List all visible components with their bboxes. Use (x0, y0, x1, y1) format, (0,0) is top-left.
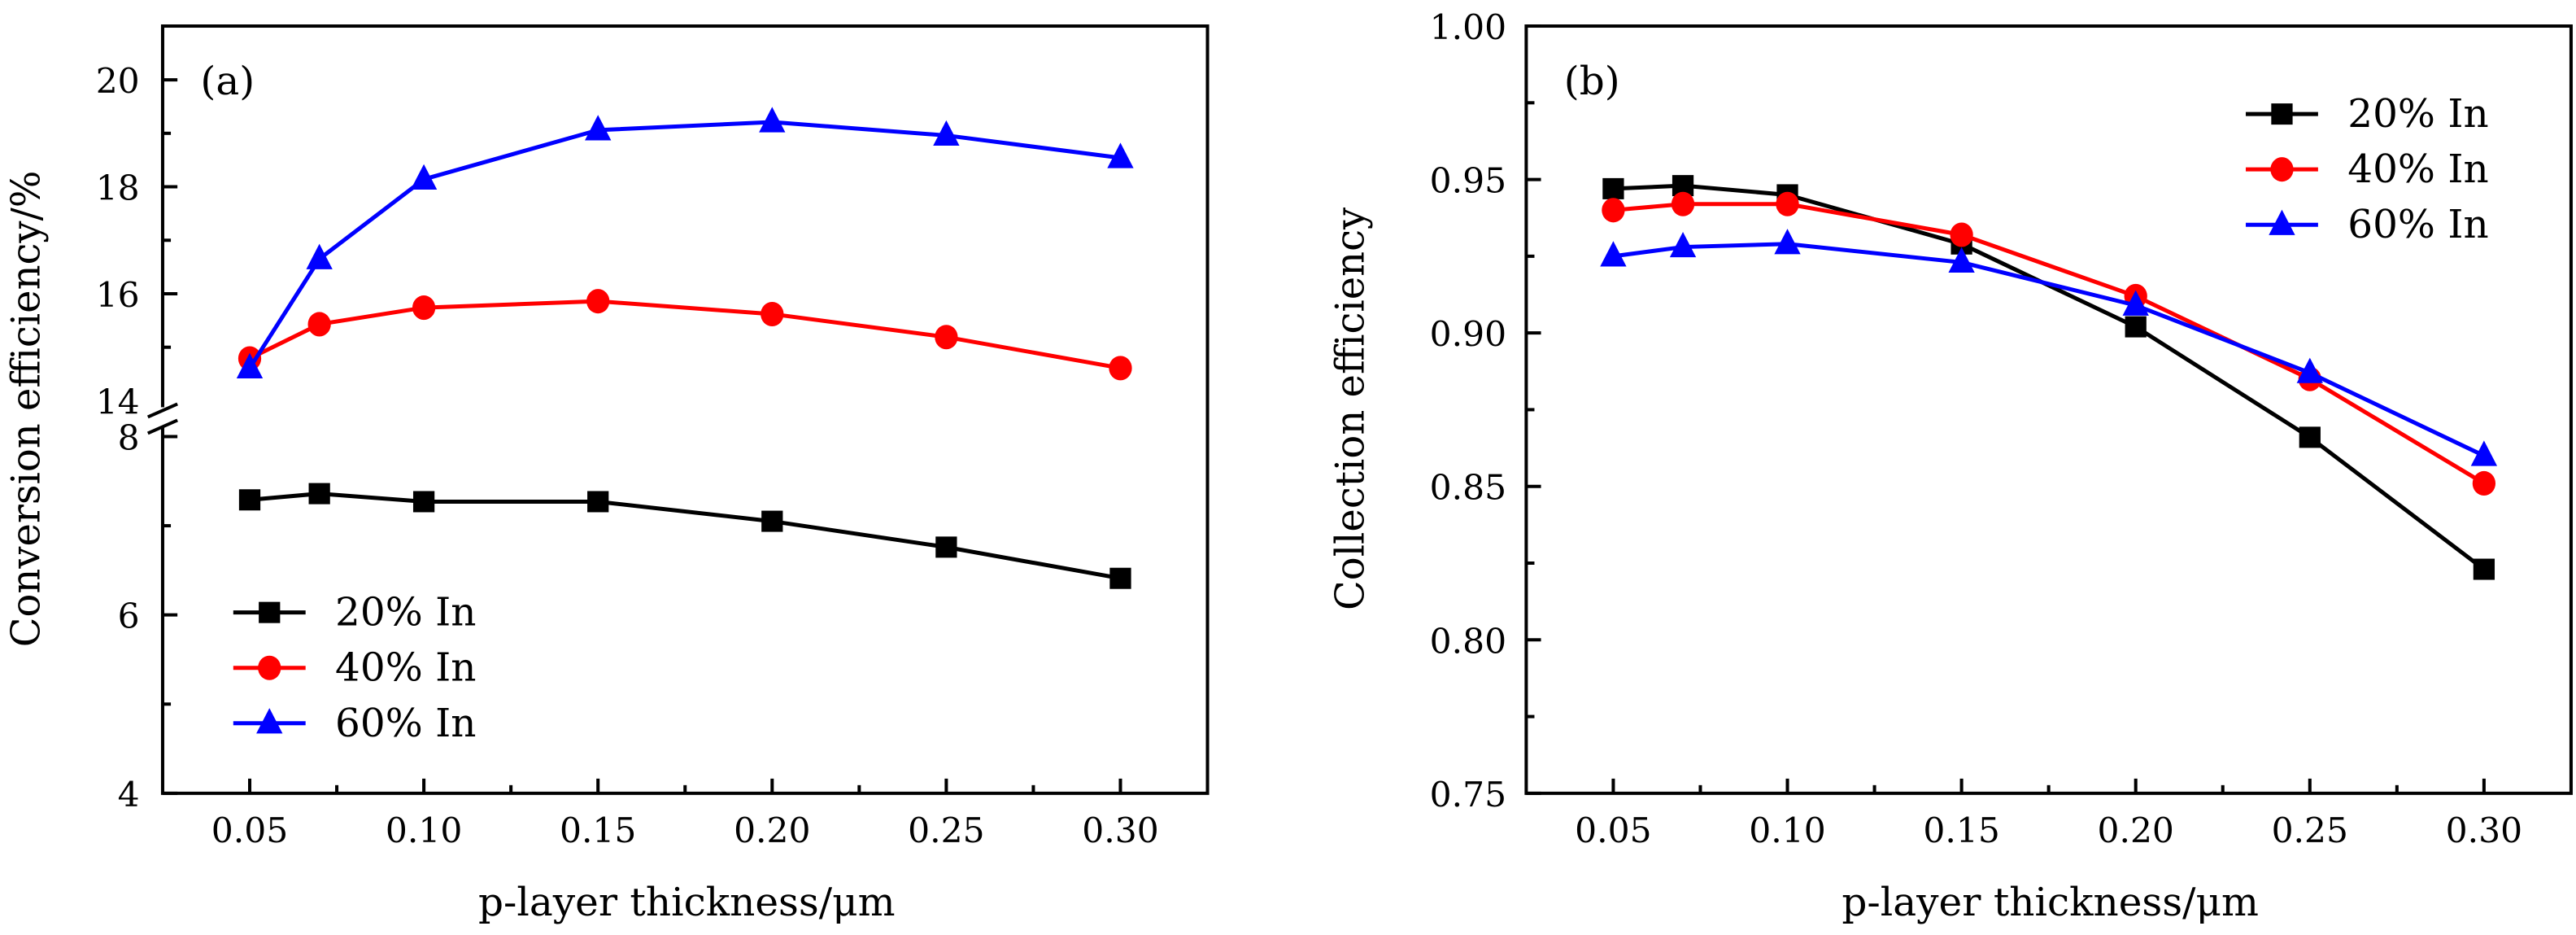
y-tick-label-a: 6 (118, 596, 140, 636)
data-point-square-a (587, 491, 609, 513)
axis-break-mark (146, 418, 178, 435)
x-axis-title-a: p-layer thickness/μm (478, 880, 896, 925)
y-tick-label-a: 18 (96, 168, 140, 208)
legend-marker-circle (258, 655, 281, 680)
data-point-triangle-b (1948, 247, 1975, 273)
axis-ticks-b: 0.05 0.10 0.15 0.20 0.25 0.30 0.75 0.80 0.85 0.90… (1430, 7, 2522, 850)
data-point-triangle-a (306, 243, 333, 269)
plot-frame-a (160, 24, 1210, 795)
data-point-circle-a (1109, 356, 1132, 381)
series-line-60-in-a (247, 120, 1121, 369)
legend-marker-square (259, 601, 281, 623)
data-point-circle-b (1671, 191, 1695, 216)
series-line-40-in-a (248, 299, 1121, 370)
data-point-triangle-b (2470, 440, 2498, 466)
x-tick-label-a: 0.20 (734, 810, 810, 850)
legend-b: 20% In 40% In 60% In (2246, 91, 2489, 247)
panel-label-a: (a) (200, 59, 255, 104)
y-tick-label-a: 4 (118, 775, 140, 815)
data-point-square-a (1109, 567, 1131, 589)
x-tick-label-a: 0.10 (386, 810, 462, 850)
series-line-20-in-a (249, 492, 1121, 581)
x-tick-label-a: 0.30 (1082, 810, 1158, 850)
legend-a: 20% In 40% In 60% In (233, 590, 477, 746)
y-tick-label-a: 8 (118, 418, 140, 458)
y-tick-label-a: 20 (96, 61, 140, 101)
data-point-circle-a (935, 325, 958, 350)
x-axis-title-b: p-layer thickness/μm (1842, 880, 2259, 925)
data-point-triangle-b (2296, 357, 2323, 383)
data-point-square-a (761, 510, 783, 532)
legend-marker-circle (2270, 157, 2294, 182)
data-point-circle-a (586, 289, 610, 314)
data-point-triangle-b (1669, 231, 1697, 258)
data-point-triangle-b (1774, 229, 1801, 255)
data-point-triangle-a (933, 120, 960, 146)
data-point-circle-b (2472, 470, 2496, 496)
axis-break-a (146, 402, 178, 435)
panel-label-b: (b) (1564, 59, 1620, 104)
series-group-a (236, 107, 1134, 589)
legend-marker-square (2271, 103, 2293, 125)
legend-marker-triangle (256, 708, 283, 734)
data-point-square-a (238, 489, 261, 511)
y-tick-label-b: 0.90 (1430, 314, 1506, 354)
y-tick-label-a: 16 (96, 275, 140, 315)
legend-label: 60% In (2347, 202, 2488, 247)
data-point-square-b (2299, 426, 2321, 448)
data-point-triangle-a (236, 352, 264, 378)
axis-ticks-a: 0.05 0.10 0.15 0.20 0.25 0.30 4 6 814 16 18 20 (96, 61, 1159, 850)
x-tick-label-a: 0.05 (211, 810, 288, 850)
x-tick-label-b: 0.05 (1575, 810, 1651, 850)
data-point-circle-a (412, 295, 436, 321)
legend-label: 40% In (2347, 146, 2488, 192)
data-point-circle-a (307, 312, 331, 337)
x-tick-label-b: 0.15 (1923, 810, 1999, 850)
data-point-circle-b (1950, 222, 1973, 247)
legend-label: 40% In (335, 645, 476, 691)
data-point-triangle-b (1600, 241, 1627, 267)
data-point-circle-b (1776, 191, 1799, 216)
data-point-triangle-a (1107, 142, 1134, 168)
y-tick-label-b: 0.75 (1430, 775, 1506, 815)
data-point-square-b (2473, 558, 2495, 580)
legend-label: 20% In (2347, 91, 2488, 137)
data-point-triangle-a (585, 115, 612, 141)
x-tick-label-a: 0.15 (560, 810, 636, 850)
y-tick-label-b: 1.00 (1430, 7, 1506, 47)
data-point-square-a (935, 536, 957, 558)
data-point-square-b (1602, 177, 1624, 199)
y-tick-label-b: 0.85 (1430, 468, 1506, 508)
y-tick-label-b: 0.95 (1430, 161, 1506, 201)
data-point-triangle-a (410, 164, 438, 190)
plot-frame-b (1524, 24, 2573, 795)
data-point-square-a (412, 491, 435, 513)
data-point-triangle-b (2122, 290, 2149, 316)
series-group-b (1600, 175, 2498, 580)
data-point-circle-a (761, 301, 784, 326)
legend-label: 20% In (335, 590, 476, 636)
series-line-60-in-b (1613, 242, 2485, 458)
chart-panel-b: 0.05 0.10 0.15 0.20 0.25 0.30 0.75 0.80 0.85 0.90… (1327, 7, 2573, 925)
y-tick-label-a: 14 (96, 382, 140, 422)
data-point-square-b (2125, 316, 2147, 338)
legend-marker-triangle (2269, 209, 2295, 235)
x-tick-label-a: 0.25 (908, 810, 984, 850)
data-point-circle-b (1602, 198, 1625, 223)
data-point-triangle-a (759, 107, 786, 133)
y-axis-title-b: Collection efficiency (1327, 207, 1373, 610)
y-axis-title-a: Conversion efficiency/% (3, 171, 49, 648)
x-tick-label-b: 0.30 (2446, 810, 2522, 850)
axis-break-mark (146, 402, 178, 419)
data-point-square-a (308, 483, 330, 505)
legend-label: 60% In (335, 701, 476, 746)
x-tick-label-b: 0.25 (2272, 810, 2348, 850)
x-tick-label-b: 0.20 (2097, 810, 2173, 850)
y-tick-label-b: 0.80 (1430, 621, 1506, 661)
x-tick-label-b: 0.10 (1749, 810, 1825, 850)
